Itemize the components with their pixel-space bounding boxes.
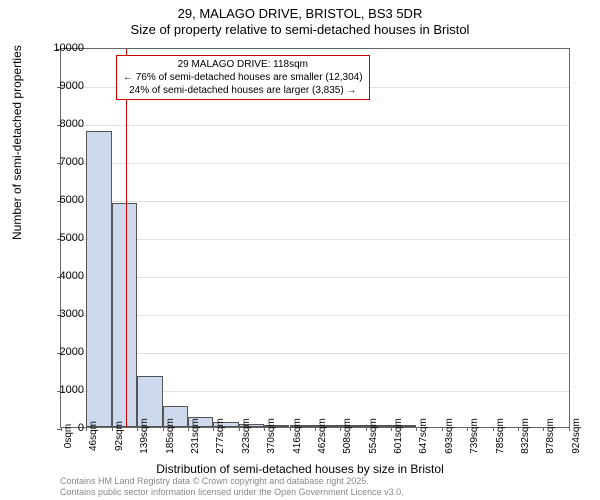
x-tick-mark bbox=[391, 427, 392, 431]
histogram-bar bbox=[86, 131, 111, 427]
x-tick-label: 46sqm bbox=[88, 421, 99, 451]
y-axis-label: Number of semi-detached properties bbox=[10, 45, 24, 240]
x-tick-label: 739sqm bbox=[469, 418, 480, 454]
annotation-box: 29 MALAGO DRIVE: 118sqm ← 76% of semi-de… bbox=[116, 55, 370, 100]
property-marker-line bbox=[126, 49, 127, 427]
y-tick-label: 8000 bbox=[44, 118, 84, 130]
credits: Contains HM Land Registry data © Crown c… bbox=[60, 476, 404, 498]
annotation-line2: ← 76% of semi-detached houses are smalle… bbox=[123, 71, 363, 84]
x-tick-label: 554sqm bbox=[368, 418, 379, 454]
x-tick-mark bbox=[290, 427, 291, 431]
histogram-bar bbox=[112, 203, 137, 427]
x-tick-mark bbox=[264, 427, 265, 431]
grid-line bbox=[61, 201, 569, 202]
x-tick-label: 0sqm bbox=[63, 424, 74, 448]
x-tick-mark bbox=[163, 427, 164, 431]
x-tick-label: 92sqm bbox=[114, 421, 125, 451]
y-tick-label: 2000 bbox=[44, 346, 84, 358]
x-tick-label: 693sqm bbox=[444, 418, 455, 454]
grid-line bbox=[61, 125, 569, 126]
y-tick-label: 9000 bbox=[44, 80, 84, 92]
x-tick-label: 647sqm bbox=[418, 418, 429, 454]
x-tick-mark bbox=[518, 427, 519, 431]
x-tick-label: 601sqm bbox=[393, 418, 404, 454]
y-tick-label: 1000 bbox=[44, 384, 84, 396]
plot-area: 29 MALAGO DRIVE: 118sqm ← 76% of semi-de… bbox=[60, 48, 570, 428]
chart-title-line1: 29, MALAGO DRIVE, BRISTOL, BS3 5DR bbox=[0, 0, 600, 21]
credits-line1: Contains HM Land Registry data © Crown c… bbox=[60, 476, 404, 487]
grid-line bbox=[61, 315, 569, 316]
x-tick-label: 832sqm bbox=[520, 418, 531, 454]
x-tick-mark bbox=[493, 427, 494, 431]
x-tick-mark bbox=[569, 427, 570, 431]
annotation-line1: 29 MALAGO DRIVE: 118sqm bbox=[123, 58, 363, 71]
x-tick-label: 231sqm bbox=[190, 418, 201, 454]
x-tick-label: 878sqm bbox=[545, 418, 556, 454]
x-tick-label: 924sqm bbox=[571, 418, 582, 454]
x-axis-label: Distribution of semi-detached houses by … bbox=[0, 462, 600, 476]
x-tick-label: 785sqm bbox=[495, 418, 506, 454]
annotation-line3: 24% of semi-detached houses are larger (… bbox=[123, 84, 363, 97]
x-tick-mark bbox=[239, 427, 240, 431]
grid-line bbox=[61, 277, 569, 278]
x-tick-label: 323sqm bbox=[241, 418, 252, 454]
x-tick-label: 370sqm bbox=[266, 418, 277, 454]
x-tick-label: 416sqm bbox=[292, 418, 303, 454]
x-tick-mark bbox=[112, 427, 113, 431]
y-tick-label: 10000 bbox=[44, 42, 84, 54]
y-tick-label: 7000 bbox=[44, 156, 84, 168]
x-tick-label: 462sqm bbox=[317, 418, 328, 454]
x-tick-label: 139sqm bbox=[139, 418, 150, 454]
y-tick-label: 4000 bbox=[44, 270, 84, 282]
grid-line bbox=[61, 239, 569, 240]
x-tick-mark bbox=[137, 427, 138, 431]
y-tick-label: 5000 bbox=[44, 232, 84, 244]
x-tick-label: 508sqm bbox=[342, 418, 353, 454]
x-tick-mark bbox=[188, 427, 189, 431]
chart-title-line2: Size of property relative to semi-detach… bbox=[0, 21, 600, 37]
grid-line bbox=[61, 163, 569, 164]
y-tick-label: 6000 bbox=[44, 194, 84, 206]
x-tick-mark bbox=[442, 427, 443, 431]
x-tick-label: 185sqm bbox=[165, 418, 176, 454]
credits-line2: Contains public sector information licen… bbox=[60, 487, 404, 498]
chart-container: 29, MALAGO DRIVE, BRISTOL, BS3 5DR Size … bbox=[0, 0, 600, 500]
x-tick-mark bbox=[315, 427, 316, 431]
grid-line bbox=[61, 353, 569, 354]
x-tick-label: 277sqm bbox=[215, 418, 226, 454]
x-tick-mark bbox=[366, 427, 367, 431]
y-tick-label: 3000 bbox=[44, 308, 84, 320]
